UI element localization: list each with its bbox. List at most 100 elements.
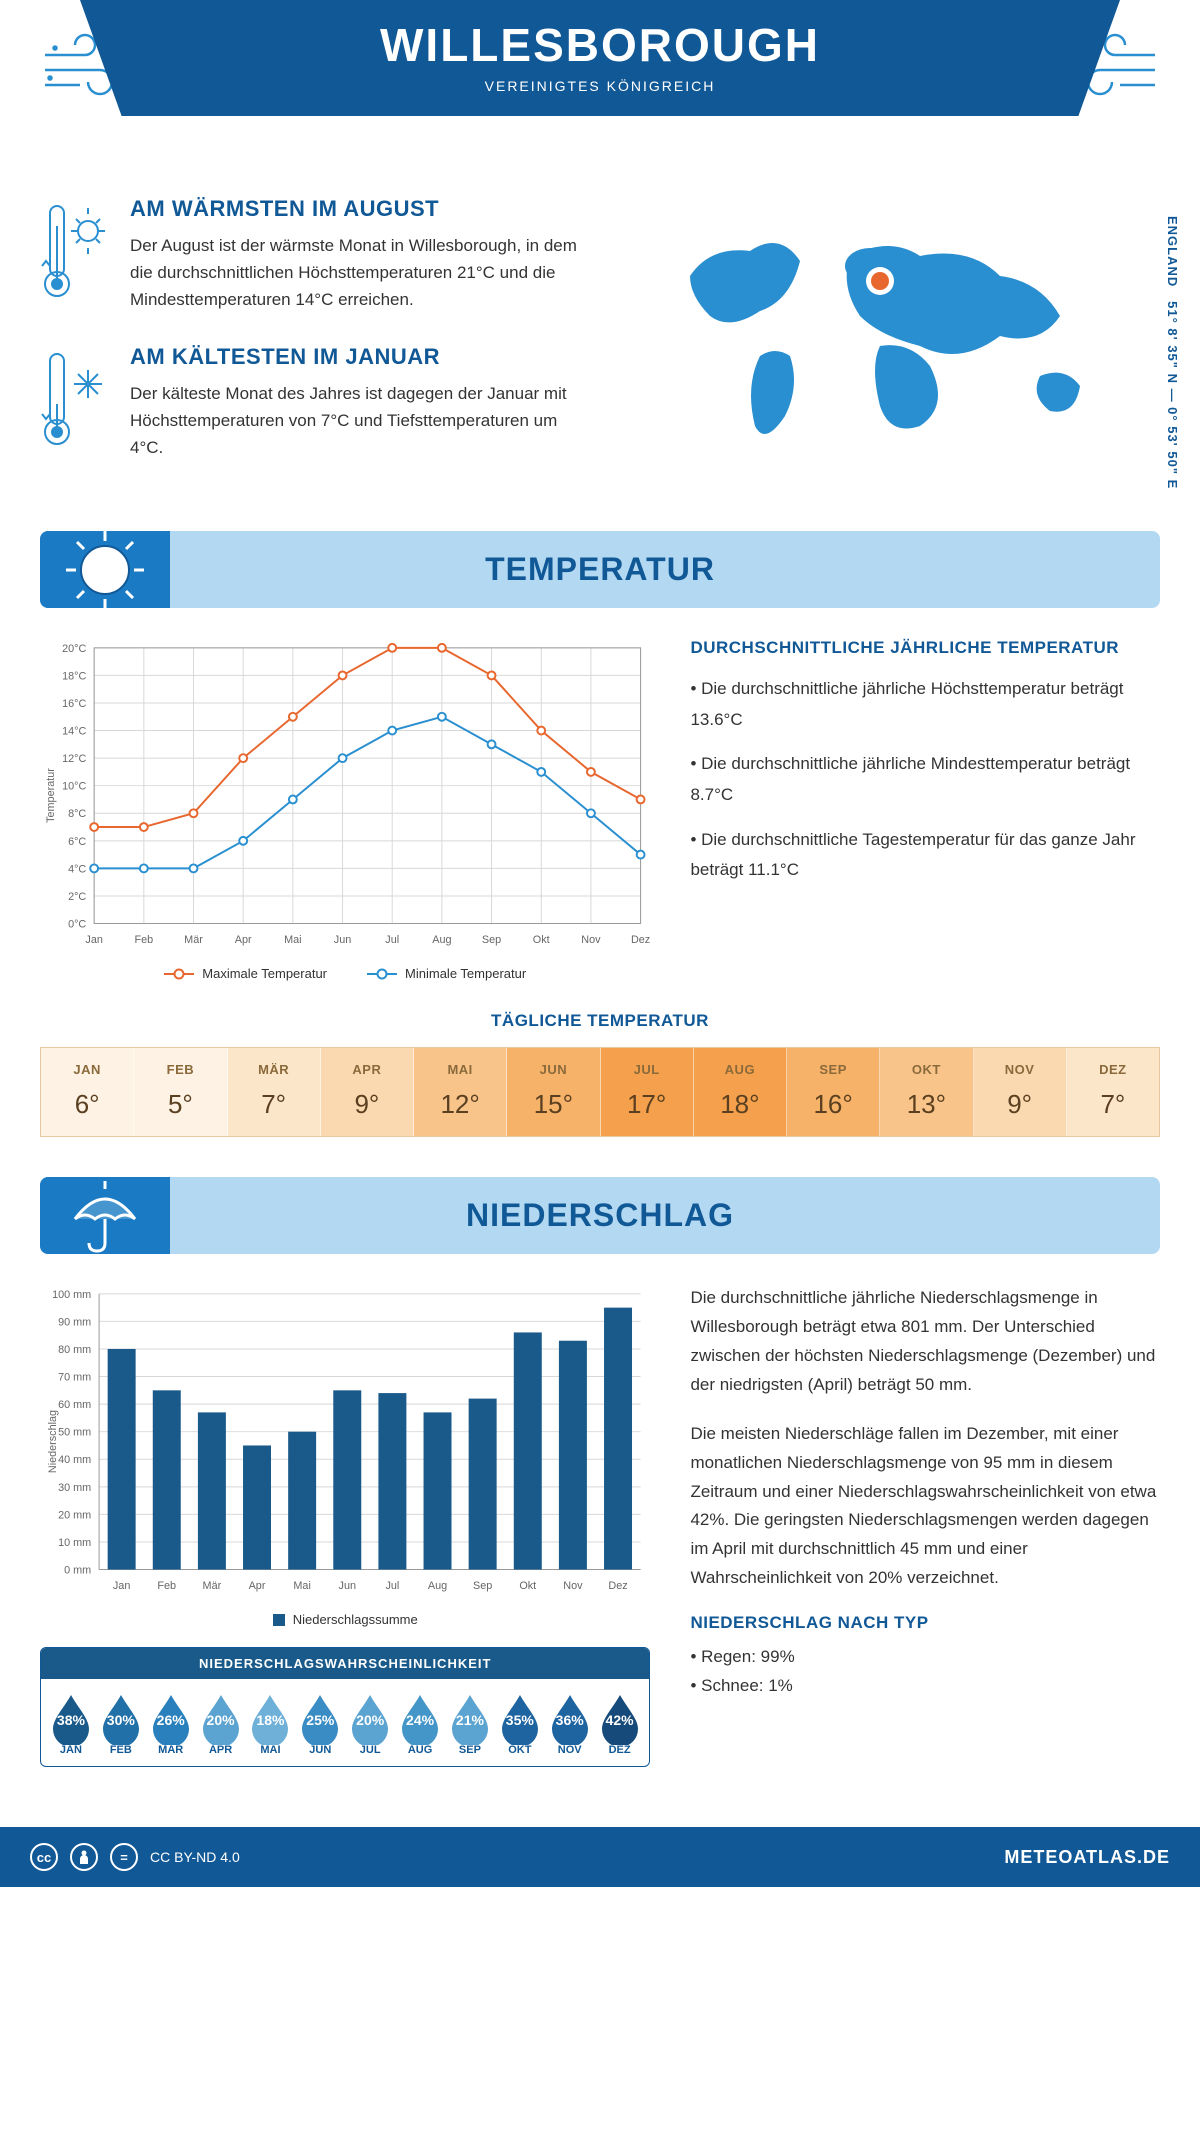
- temp-info-title: DURCHSCHNITTLICHE JÄHRLICHE TEMPERATUR: [690, 638, 1160, 658]
- svg-text:Nov: Nov: [581, 934, 601, 946]
- temp-cell: APR9°: [321, 1048, 414, 1136]
- thermometer-sun-icon: [40, 196, 110, 314]
- daily-temp-title: TÄGLICHE TEMPERATUR: [40, 1011, 1160, 1031]
- svg-text:Nov: Nov: [563, 1580, 583, 1592]
- probability-cell: 24%AUG: [396, 1691, 444, 1756]
- precipitation-bar-chart: 0 mm10 mm20 mm30 mm40 mm50 mm60 mm70 mm8…: [40, 1284, 650, 1599]
- svg-text:Dez: Dez: [631, 934, 650, 946]
- svg-text:90 mm: 90 mm: [58, 1317, 91, 1329]
- svg-text:20°C: 20°C: [62, 643, 86, 655]
- warmest-text: Der August ist der wärmste Monat in Will…: [130, 232, 580, 314]
- svg-text:30 mm: 30 mm: [58, 1482, 91, 1494]
- summary-row: AM WÄRMSTEN IM AUGUST Der August ist der…: [40, 196, 1160, 491]
- temp-info-b1: • Die durchschnittliche jährliche Höchst…: [690, 674, 1160, 735]
- probability-cell: 21%SEP: [446, 1691, 494, 1756]
- coldest-title: AM KÄLTESTEN IM JANUAR: [130, 344, 580, 370]
- svg-text:2°C: 2°C: [68, 891, 86, 903]
- svg-text:40 mm: 40 mm: [58, 1454, 91, 1466]
- temp-cell: SEP16°: [787, 1048, 880, 1136]
- temp-cell: FEB5°: [134, 1048, 227, 1136]
- svg-text:0 mm: 0 mm: [64, 1565, 91, 1577]
- temp-cell: DEZ7°: [1067, 1048, 1159, 1136]
- svg-text:Okt: Okt: [533, 934, 550, 946]
- temp-info-b2: • Die durchschnittliche jährliche Mindes…: [690, 749, 1160, 810]
- nieder-p2: Die meisten Niederschläge fallen im Deze…: [690, 1420, 1160, 1593]
- legend-min: Minimale Temperatur: [367, 966, 526, 981]
- svg-text:100 mm: 100 mm: [52, 1289, 91, 1301]
- nd-icon: =: [110, 1843, 138, 1871]
- temperature-line-chart: 0°C2°C4°C6°C8°C10°C12°C14°C16°C18°C20°CJ…: [40, 638, 650, 981]
- warmest-title: AM WÄRMSTEN IM AUGUST: [130, 196, 580, 222]
- section-title: NIEDERSCHLAG: [40, 1197, 1160, 1234]
- nieder-p1: Die durchschnittliche jährliche Niedersc…: [690, 1284, 1160, 1400]
- svg-text:Aug: Aug: [428, 1580, 447, 1592]
- temp-cell: JUN15°: [507, 1048, 600, 1136]
- svg-text:4°C: 4°C: [68, 863, 86, 875]
- svg-text:Feb: Feb: [157, 1580, 176, 1592]
- svg-text:Mai: Mai: [284, 934, 301, 946]
- svg-text:Sep: Sep: [482, 934, 501, 946]
- coldest-block: AM KÄLTESTEN IM JANUAR Der kälteste Mona…: [40, 344, 580, 462]
- license-text: CC BY-ND 4.0: [150, 1849, 240, 1865]
- city-title: WILLESBOROUGH: [80, 18, 1120, 72]
- cc-icon: cc: [30, 1843, 58, 1871]
- svg-text:16°C: 16°C: [62, 698, 86, 710]
- svg-text:60 mm: 60 mm: [58, 1399, 91, 1411]
- svg-text:Jan: Jan: [85, 934, 102, 946]
- svg-text:Mär: Mär: [203, 1580, 222, 1592]
- legend-max: Maximale Temperatur: [164, 966, 327, 981]
- svg-text:14°C: 14°C: [62, 726, 86, 738]
- temperature-info: DURCHSCHNITTLICHE JÄHRLICHE TEMPERATUR •…: [690, 638, 1160, 981]
- probability-cell: 20%APR: [197, 1691, 245, 1756]
- probability-cell: 38%JAN: [47, 1691, 95, 1756]
- section-title: TEMPERATUR: [40, 551, 1160, 588]
- svg-text:10 mm: 10 mm: [58, 1537, 91, 1549]
- probability-cell: 42%DEZ: [596, 1691, 644, 1756]
- svg-text:18°C: 18°C: [62, 670, 86, 682]
- temp-cell: AUG18°: [694, 1048, 787, 1136]
- probability-cell: 25%JUN: [296, 1691, 344, 1756]
- svg-text:Aug: Aug: [432, 934, 451, 946]
- by-icon: [70, 1843, 98, 1871]
- svg-text:6°C: 6°C: [68, 836, 86, 848]
- world-map: [620, 196, 1160, 456]
- svg-text:20 mm: 20 mm: [58, 1510, 91, 1522]
- temp-cell: JUL17°: [601, 1048, 694, 1136]
- svg-text:Niederschlag: Niederschlag: [47, 1410, 59, 1473]
- coordinates: ENGLAND 51° 8' 35" N — 0° 53' 50" E: [1165, 216, 1180, 489]
- svg-text:12°C: 12°C: [62, 753, 86, 765]
- country-subtitle: VEREINIGTES KÖNIGREICH: [80, 78, 1120, 94]
- svg-text:Jul: Jul: [385, 934, 399, 946]
- probability-box: NIEDERSCHLAGSWAHRSCHEINLICHKEIT 38%JAN30…: [40, 1647, 650, 1767]
- probability-cell: 36%NOV: [546, 1691, 594, 1756]
- temp-cell: MAI12°: [414, 1048, 507, 1136]
- header-banner: WILLESBOROUGH VEREINIGTES KÖNIGREICH: [80, 0, 1120, 116]
- svg-text:70 mm: 70 mm: [58, 1372, 91, 1384]
- temp-cell: OKT13°: [880, 1048, 973, 1136]
- svg-text:Dez: Dez: [608, 1580, 627, 1592]
- svg-text:Mai: Mai: [293, 1580, 310, 1592]
- probability-title: NIEDERSCHLAGSWAHRSCHEINLICHKEIT: [41, 1648, 649, 1679]
- section-header-niederschlag: NIEDERSCHLAG: [40, 1177, 1160, 1254]
- svg-text:Sep: Sep: [473, 1580, 492, 1592]
- svg-text:Temperatur: Temperatur: [45, 768, 57, 823]
- svg-text:Jul: Jul: [385, 1580, 399, 1592]
- probability-cell: 26%MÄR: [147, 1691, 195, 1756]
- daily-temperature-table: TÄGLICHE TEMPERATUR JAN6°FEB5°MÄR7°APR9°…: [40, 1011, 1160, 1137]
- warmest-block: AM WÄRMSTEN IM AUGUST Der August ist der…: [40, 196, 580, 314]
- sun-icon: [40, 531, 170, 608]
- svg-text:Apr: Apr: [249, 1580, 266, 1592]
- svg-text:Mär: Mär: [184, 934, 203, 946]
- nieder-type-b2: • Schnee: 1%: [690, 1672, 1160, 1701]
- temp-cell: NOV9°: [974, 1048, 1067, 1136]
- precipitation-info: Die durchschnittliche jährliche Niedersc…: [690, 1284, 1160, 1767]
- svg-text:10°C: 10°C: [62, 781, 86, 793]
- probability-cell: 20%JUL: [346, 1691, 394, 1756]
- temp-cell: MÄR7°: [228, 1048, 321, 1136]
- svg-text:Okt: Okt: [519, 1580, 536, 1592]
- probability-cell: 35%OKT: [496, 1691, 544, 1756]
- coldest-text: Der kälteste Monat des Jahres ist dagege…: [130, 380, 580, 462]
- thermometer-snow-icon: [40, 344, 110, 462]
- svg-text:Jun: Jun: [334, 934, 351, 946]
- section-header-temperatur: TEMPERATUR: [40, 531, 1160, 608]
